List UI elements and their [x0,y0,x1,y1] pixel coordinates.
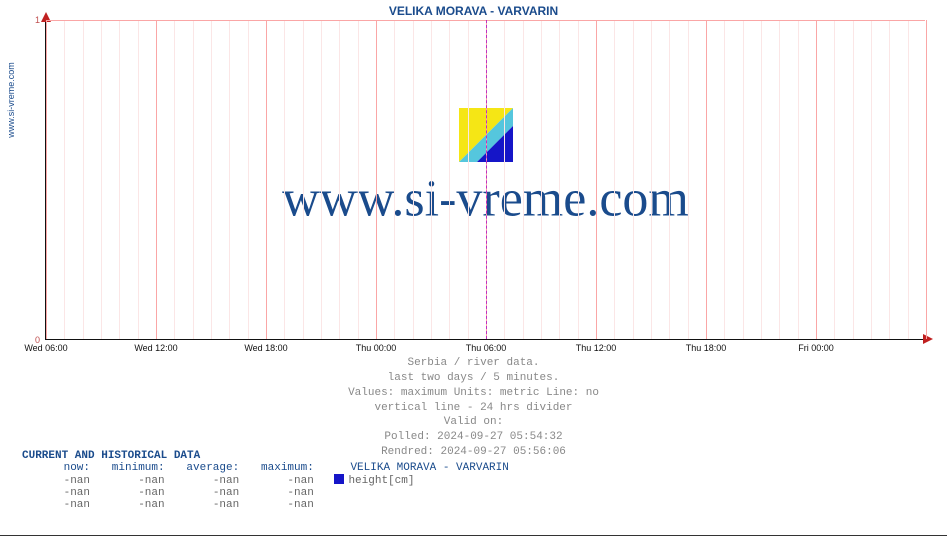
table-row: -nan -nan -nan -nan [22,487,509,499]
x-tick-label: Fri 00:00 [798,343,834,353]
caption-line: Serbia / river data. [0,356,947,371]
plot-area: www.si-vreme.com 01Wed 06:00Wed 12:00Wed… [45,20,925,340]
caption-line: Valid on: [0,415,947,430]
grid-minor-v [743,20,744,339]
grid-minor-v [669,20,670,339]
grid-minor-v [394,20,395,339]
grid-major-v [266,20,267,339]
grid-major-v [46,20,47,339]
grid-minor-v [853,20,854,339]
grid-minor-v [523,20,524,339]
grid-minor-v [504,20,505,339]
legend-series: height[cm] [348,475,414,487]
grid-minor-v [688,20,689,339]
grid-minor-v [119,20,120,339]
x-tick-label: Thu 06:00 [466,343,507,353]
caption-line: vertical line - 24 hrs divider [0,401,947,416]
grid-minor-v [908,20,909,339]
grid-minor-v [339,20,340,339]
grid-minor-v [651,20,652,339]
y-tick-label: 1 [35,15,40,25]
grid-minor-v [174,20,175,339]
cell: -nan [246,487,314,499]
cell: -nan [171,487,239,499]
col-header: maximum: [246,462,314,474]
legend-swatch-icon [334,474,344,484]
grid-minor-v [798,20,799,339]
grid-minor-v [724,20,725,339]
col-header: now: [22,462,90,474]
x-tick-label: Wed 18:00 [244,343,287,353]
cell: -nan [246,475,314,487]
grid-minor-v [779,20,780,339]
table-row: -nan -nan -nan -nan [22,499,509,511]
grid-minor-v [468,20,469,339]
x-tick-label: Thu 12:00 [576,343,617,353]
grid-minor-v [101,20,102,339]
grid-minor-v [871,20,872,339]
chart-title: VELIKA MORAVA - VARVARIN [0,0,947,20]
x-tick-label: Thu 18:00 [686,343,727,353]
grid-minor-v [211,20,212,339]
cell: -nan [97,499,165,511]
grid-minor-v [889,20,890,339]
grid-minor-v [431,20,432,339]
x-tick-label: Wed 06:00 [24,343,67,353]
grid-minor-v [358,20,359,339]
grid-major-v [816,20,817,339]
grid-minor-v [248,20,249,339]
x-tick-label: Wed 12:00 [134,343,177,353]
table-row: -nan -nan -nan -nan height[cm] [22,474,509,487]
cell: -nan [97,487,165,499]
grid-minor-v [578,20,579,339]
grid-minor-v [193,20,194,339]
cell: -nan [246,499,314,511]
divider-24h [486,20,487,339]
grid-minor-v [83,20,84,339]
data-block: CURRENT AND HISTORICAL DATA now: minimum… [22,450,509,511]
cell: -nan [22,475,90,487]
data-columns-row: now: minimum: average: maximum: VELIKA M… [22,462,509,474]
grid-minor-v [321,20,322,339]
grid-major-v [376,20,377,339]
grid-minor-v [64,20,65,339]
grid-major-v [926,20,927,339]
grid-minor-v [633,20,634,339]
grid-minor-v [303,20,304,339]
cell: -nan [22,487,90,499]
cell: -nan [171,475,239,487]
grid-minor-v [614,20,615,339]
cell: -nan [22,499,90,511]
grid-minor-v [138,20,139,339]
side-url-label: www.si-vreme.com [6,20,16,180]
caption-line: Values: maximum Units: metric Line: no [0,386,947,401]
col-header: average: [171,462,239,474]
data-header: CURRENT AND HISTORICAL DATA [22,450,509,462]
grid-major-v [596,20,597,339]
x-tick-label: Thu 00:00 [356,343,397,353]
grid-minor-v [761,20,762,339]
plot: www.si-vreme.com 01Wed 06:00Wed 12:00Wed… [45,20,925,340]
grid-minor-v [541,20,542,339]
caption-block: Serbia / river data. last two days / 5 m… [0,356,947,460]
grid-major-v [706,20,707,339]
grid-minor-v [834,20,835,339]
cell: -nan [171,499,239,511]
grid-minor-v [413,20,414,339]
chart-container: VELIKA MORAVA - VARVARIN www.si-vreme.co… [0,0,947,536]
grid-major-v [156,20,157,339]
grid-minor-v [284,20,285,339]
caption-line: Polled: 2024-09-27 05:54:32 [0,430,947,445]
legend-station: VELIKA MORAVA - VARVARIN [350,462,508,474]
grid-minor-v [559,20,560,339]
col-header: minimum: [97,462,165,474]
grid-minor-v [449,20,450,339]
x-axis-arrow-icon [923,334,933,344]
grid-minor-v [229,20,230,339]
cell: -nan [97,475,165,487]
caption-line: last two days / 5 minutes. [0,371,947,386]
